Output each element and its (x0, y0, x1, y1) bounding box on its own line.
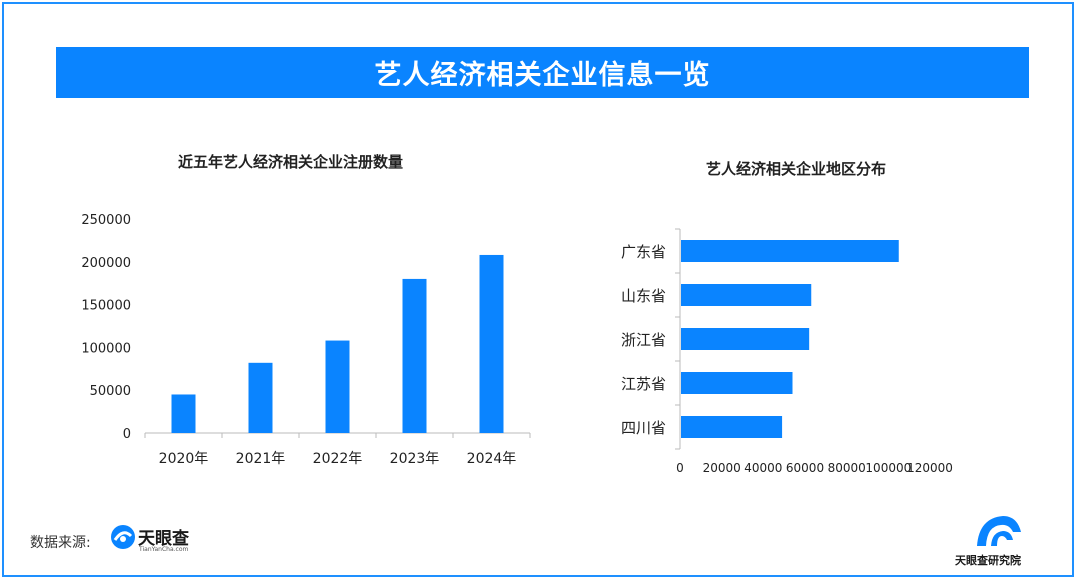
x-tick-label: 80000 (828, 461, 866, 475)
bar (402, 278, 427, 433)
x-tick-label: 100000 (865, 461, 911, 475)
x-tick-label: 20000 (703, 461, 741, 475)
y-tick-label: 50000 (90, 384, 131, 399)
bar (681, 416, 783, 438)
page-frame (2, 2, 1074, 577)
y-tick-label: 150000 (81, 299, 131, 314)
bar (171, 394, 196, 433)
tianyancha-logo-url: TianYanCha.com (139, 546, 189, 553)
bar (325, 340, 350, 433)
x-tick-label: 2024年 (467, 451, 517, 467)
bar (479, 254, 504, 433)
research-institute-logo: 天眼查研究院 (955, 512, 1045, 572)
x-tick-label: 60000 (786, 461, 824, 475)
tianyancha-logo-name: 天眼查 (138, 529, 189, 549)
page-title: 艺人经济相关企业信息一览 (56, 47, 1029, 98)
x-tick-label: 40000 (744, 461, 782, 475)
chart-title-registrations: 近五年艺人经济相关企业注册数量 (178, 153, 404, 171)
y-tick-label: 江苏省 (621, 375, 666, 393)
y-tick-label: 四川省 (621, 419, 666, 437)
x-tick-label: 2021年 (236, 451, 286, 467)
y-tick-label: 浙江省 (621, 331, 666, 349)
tianyancha-logo: 天眼查 TianYanCha.com (110, 524, 189, 554)
bar (681, 372, 793, 394)
x-tick-label: 2022年 (313, 451, 363, 467)
y-tick-label: 250000 (81, 213, 131, 228)
y-tick-label: 0 (123, 427, 131, 442)
x-tick-label: 0 (676, 461, 684, 475)
registrations-bar-chart: 0 50000 100000 150000 200000 250000 2020年 2021年… (81, 213, 531, 467)
research-institute-logo-icon (977, 516, 1021, 546)
bar (681, 240, 899, 262)
bar (681, 284, 812, 306)
x-tick-label: 2023年 (390, 451, 440, 467)
bar (681, 328, 810, 350)
chart-title-regions: 艺人经济相关企业地区分布 (706, 160, 887, 178)
y-tick-label: 广东省 (621, 243, 666, 261)
x-tick-label: 2020年 (159, 451, 209, 467)
tianyancha-logo-icon (111, 525, 135, 549)
y-tick-label: 山东省 (621, 287, 666, 305)
x-tick-label: 120000 (907, 461, 953, 475)
bar (248, 362, 273, 433)
y-tick-label: 100000 (81, 341, 131, 356)
y-tick-label: 200000 (81, 256, 131, 271)
research-institute-name: 天眼查研究院 (955, 554, 1021, 567)
source-label: 数据来源: (30, 535, 91, 551)
